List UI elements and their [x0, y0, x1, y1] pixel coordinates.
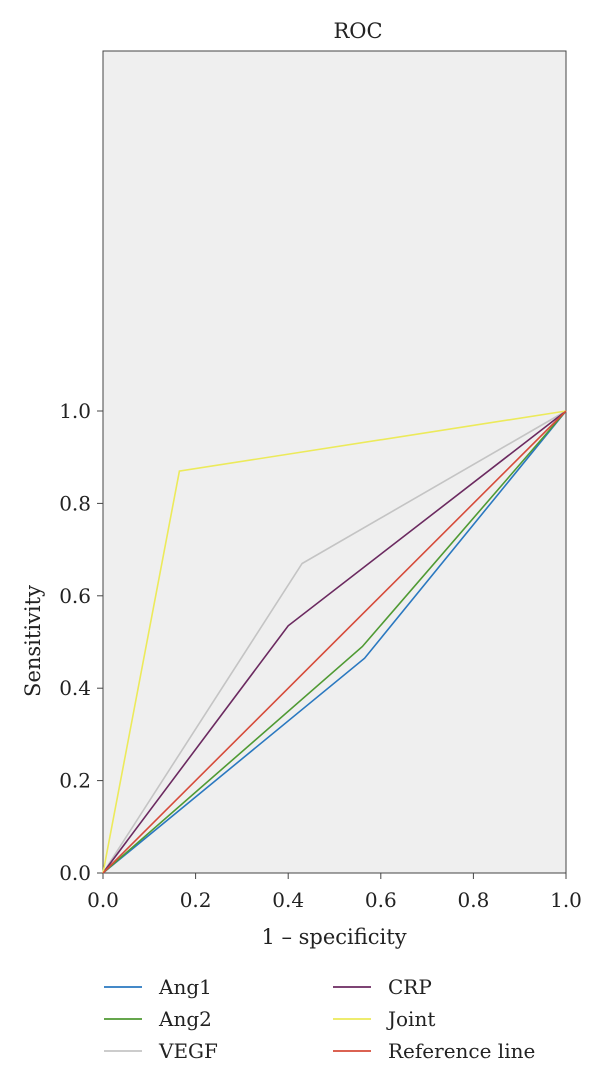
series-line-crp: [102, 410, 567, 874]
x-axis-ticks: 0.0 0.2 0.4 0.6 0.8 1.0: [87, 873, 582, 912]
series-line-ang2: [102, 410, 567, 874]
series-line-joint: [102, 410, 567, 874]
y-axis-label: Sensitivity: [21, 585, 45, 697]
series-line-ang1: [102, 410, 567, 874]
y-tick-label: 0.0: [59, 861, 91, 885]
plot-area: [102, 50, 567, 874]
x-tick-label: 1.0: [550, 888, 582, 912]
x-tick-label: 0.4: [272, 888, 304, 912]
legend-label-ang1: Ang1: [158, 975, 212, 999]
legend-label-joint: Joint: [386, 1007, 435, 1031]
series-line-vegf: [102, 410, 567, 874]
y-axis-ticks: 0.0 0.2 0.4 0.6 0.8 1.0: [59, 399, 103, 885]
x-tick-label: 0.8: [457, 888, 489, 912]
y-tick-label: 1.0: [59, 399, 91, 423]
legend-label-ang2: Ang2: [158, 1007, 212, 1031]
y-tick-label: 0.4: [59, 676, 91, 700]
x-tick-label: 0.2: [180, 888, 212, 912]
x-tick-label: 0.6: [365, 888, 397, 912]
series-line-reference-line: [102, 410, 567, 874]
legend-label-crp: CRP: [388, 975, 432, 999]
legend-label-vegf: VEGF: [158, 1039, 218, 1063]
legend: Ang1 Ang2 VEGF CRP Joint Reference line: [104, 975, 535, 1063]
y-tick-label: 0.2: [59, 769, 91, 793]
y-tick-label: 0.8: [59, 491, 91, 515]
x-tick-label: 0.0: [87, 888, 119, 912]
series-lines: [102, 410, 567, 874]
x-axis-label: 1 – specificity: [261, 925, 406, 949]
chart-title: ROC: [333, 19, 382, 43]
legend-label-reference-line: Reference line: [388, 1039, 535, 1063]
y-tick-label: 0.6: [59, 584, 91, 608]
